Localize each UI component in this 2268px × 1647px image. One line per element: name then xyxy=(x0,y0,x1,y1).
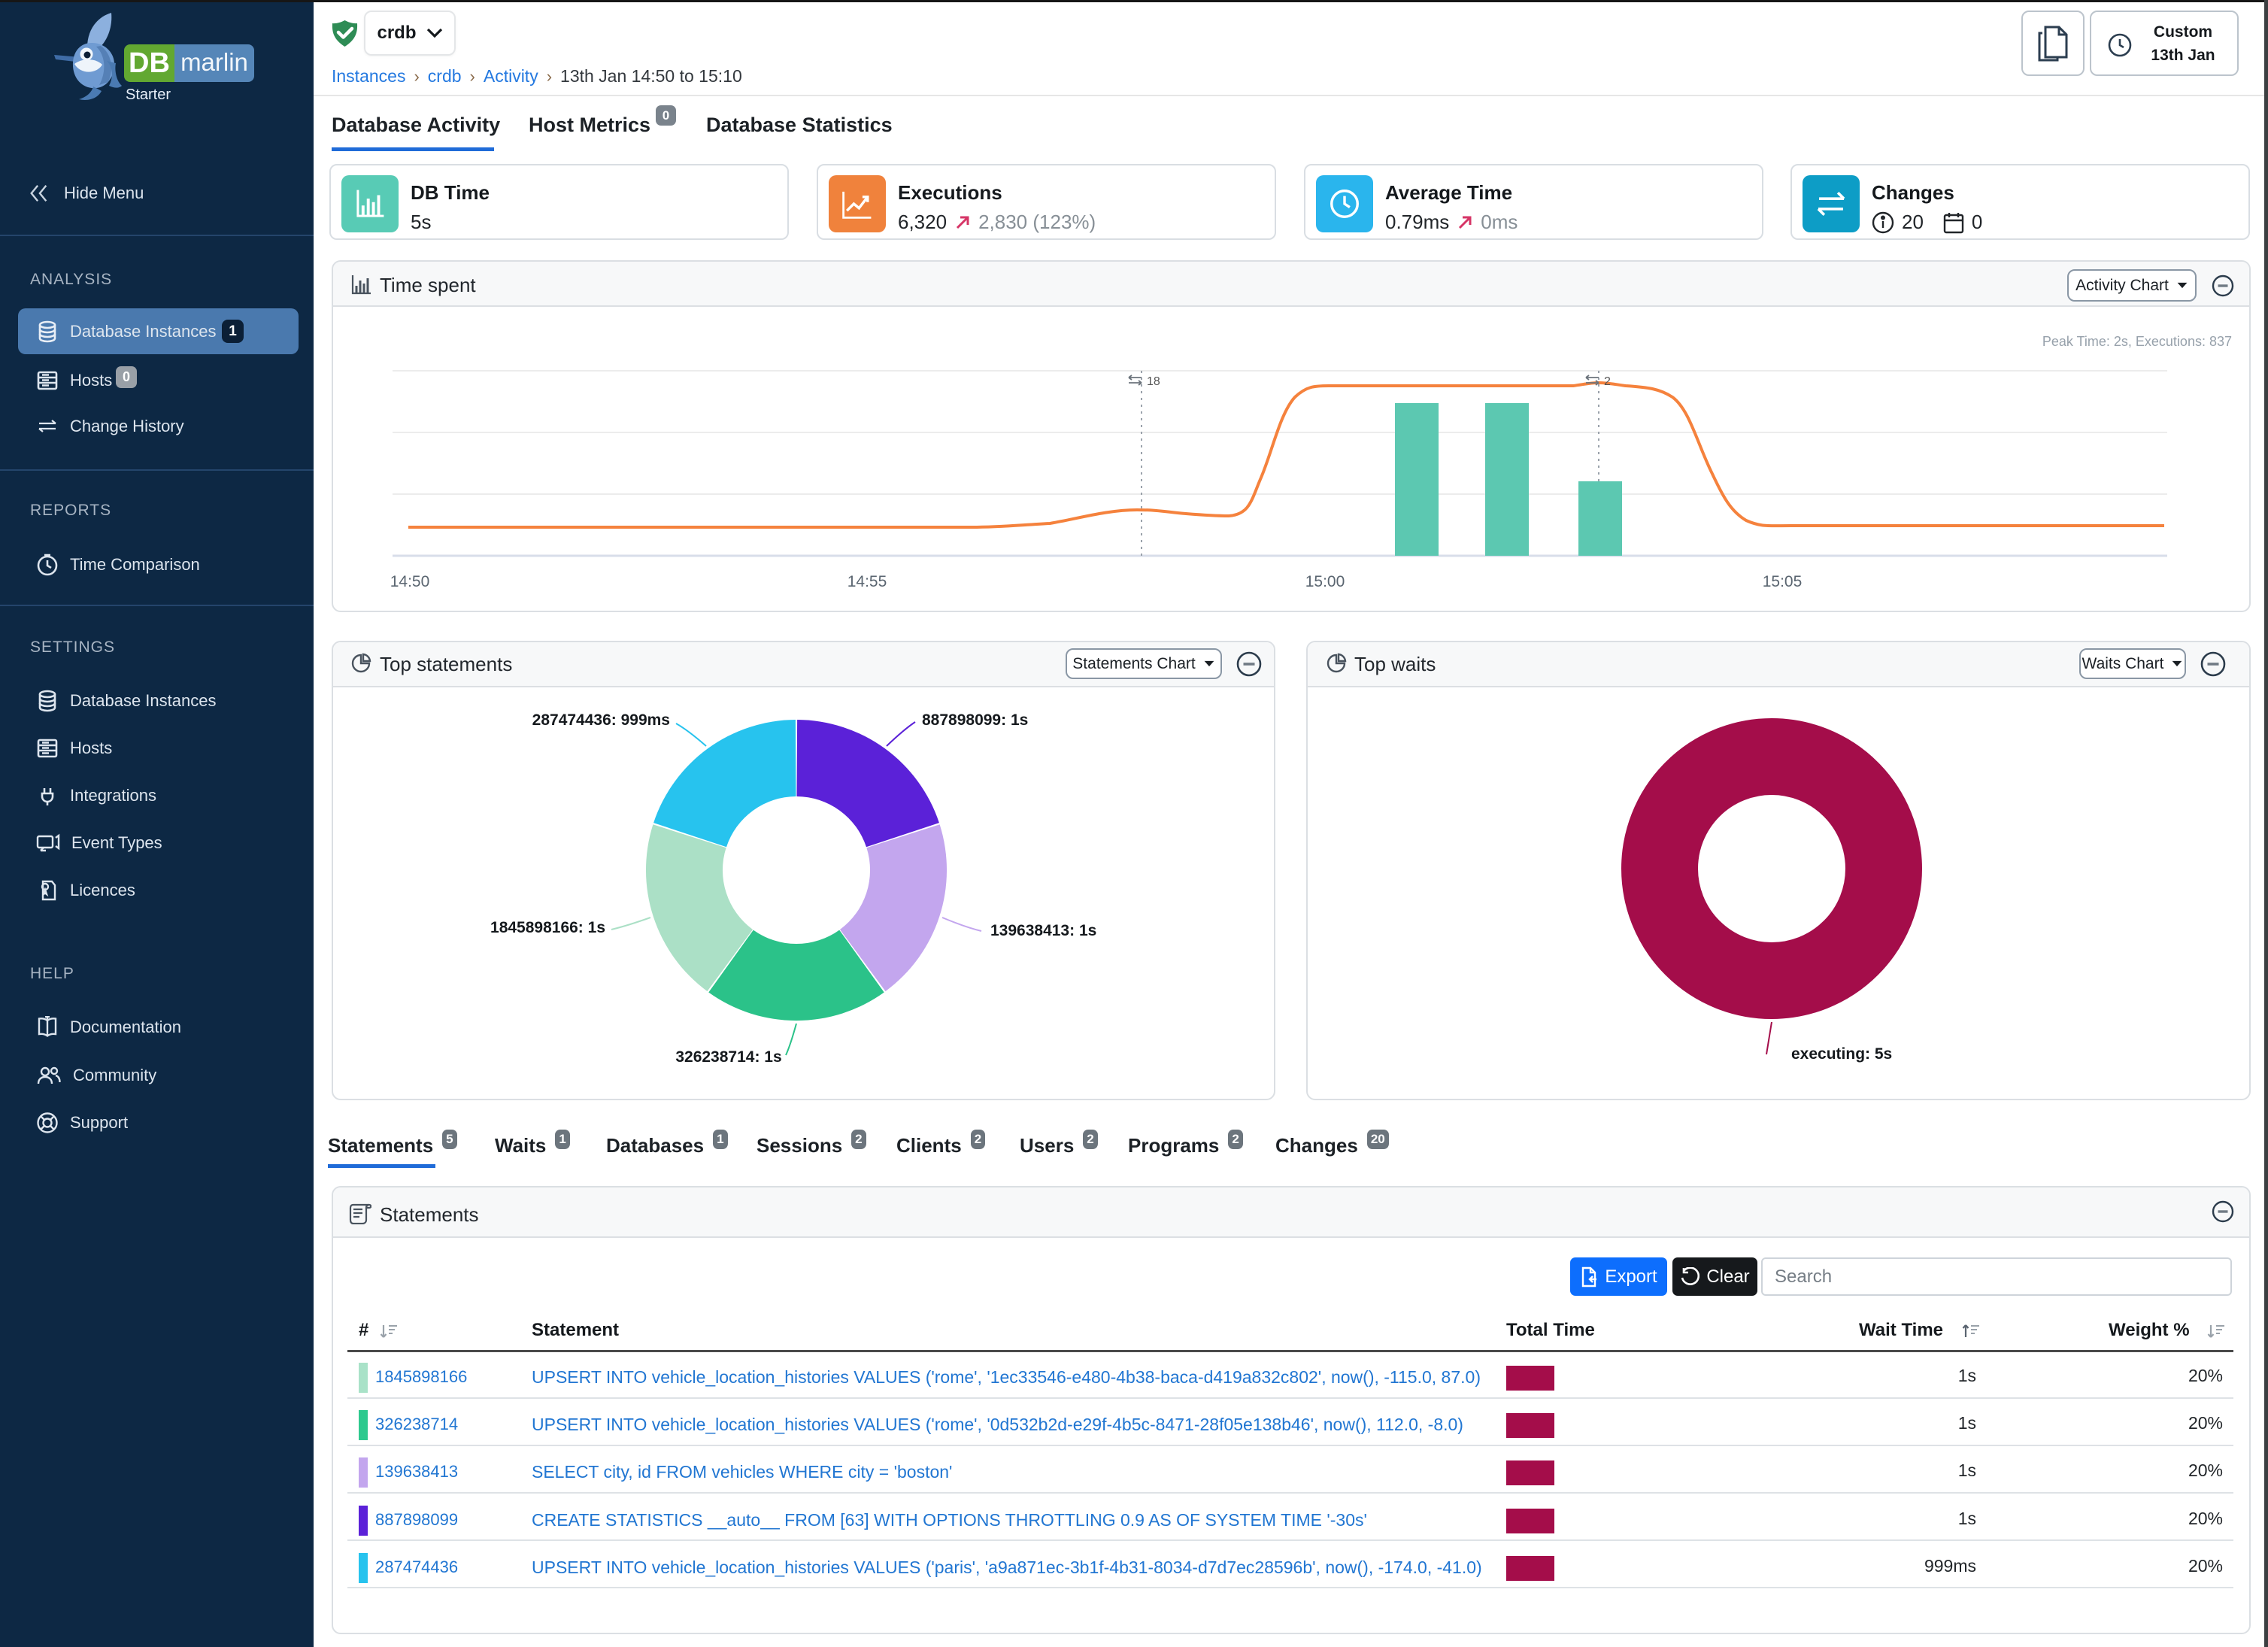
svg-text:15:00: 15:00 xyxy=(1305,573,1345,590)
svg-text:14:55: 14:55 xyxy=(847,573,887,590)
svg-text:2: 2 xyxy=(1604,375,1611,388)
svg-text:18: 18 xyxy=(1147,375,1160,388)
svg-text:Peak Time: 2s, Executions: 837: Peak Time: 2s, Executions: 837 xyxy=(2042,334,2232,349)
svg-text:15:05: 15:05 xyxy=(1763,573,1803,590)
svg-text:14:50: 14:50 xyxy=(390,573,430,590)
